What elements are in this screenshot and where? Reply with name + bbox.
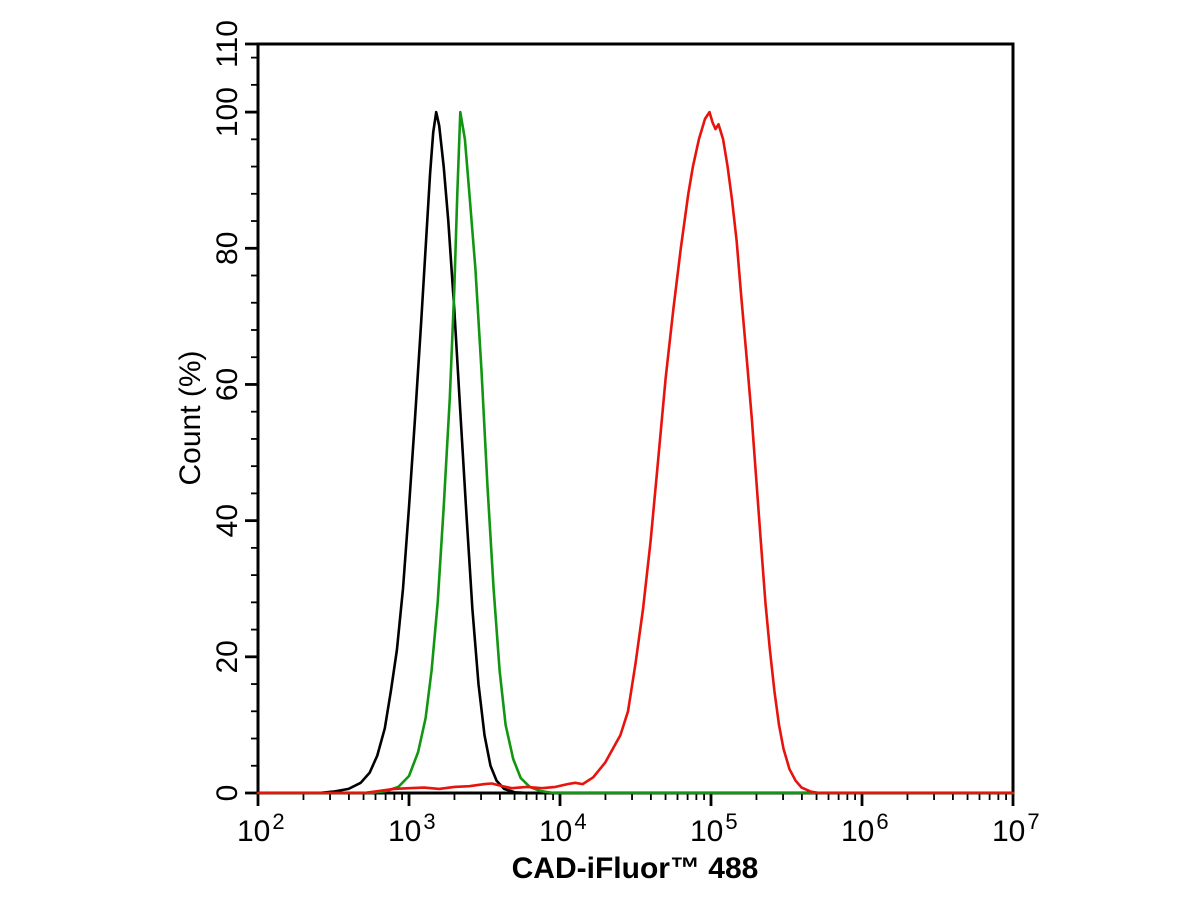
y-axis-title: Count (%) xyxy=(174,350,207,485)
y-tick-label: 60 xyxy=(211,368,244,401)
x-tick-label: 104 xyxy=(539,809,587,848)
black-curve xyxy=(256,110,1015,795)
x-axis-tick-labels: 102 103 104 105 106 107 xyxy=(237,809,1040,848)
x-axis-ticks xyxy=(256,793,1015,806)
x-tick-label: 106 xyxy=(841,809,889,848)
y-tick-label: 20 xyxy=(211,640,244,673)
y-tick-label: 110 xyxy=(211,20,244,68)
x-tick-label: 107 xyxy=(992,809,1040,848)
y-axis-ticks xyxy=(245,42,258,795)
green-curve xyxy=(256,110,1015,795)
plot-border xyxy=(256,42,1015,795)
histogram-curves xyxy=(256,110,1015,795)
y-tick-label: 0 xyxy=(211,785,244,802)
plot-frame xyxy=(256,42,1015,795)
red-curve xyxy=(256,110,1015,795)
y-axis-tick-labels: 0 20 40 60 80 100 110 xyxy=(211,20,244,801)
y-tick-label: 80 xyxy=(211,232,244,265)
y-tick-label: 40 xyxy=(211,504,244,537)
x-tick-label: 102 xyxy=(237,809,285,848)
x-tick-label: 105 xyxy=(690,809,738,848)
x-tick-label: 103 xyxy=(388,809,436,848)
y-tick-label: 100 xyxy=(211,87,244,137)
x-axis-title: CAD-iFluor™ 488 xyxy=(512,852,759,885)
